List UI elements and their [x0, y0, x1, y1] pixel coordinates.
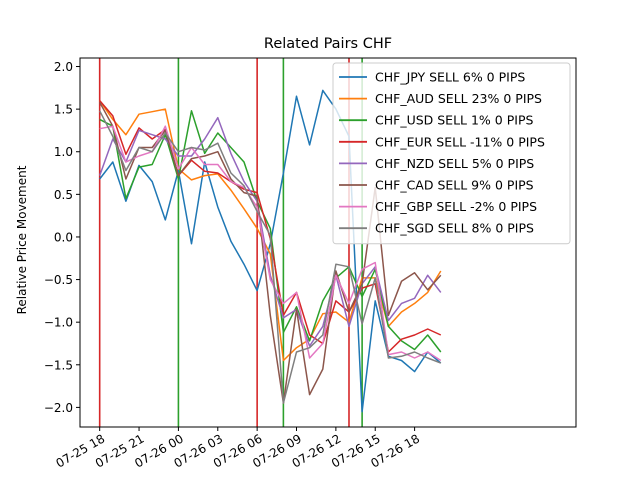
y-tick-label-6: −1.0: [44, 316, 73, 330]
legend-label-4: CHF_NZD SELL 5% 0 PIPS: [375, 156, 534, 171]
legend-label-5: CHF_CAD SELL 9% 0 PIPS: [375, 178, 534, 193]
y-tick-label-0: 2.0: [54, 60, 73, 74]
y-tick-label-3: 0.5: [54, 188, 73, 202]
legend-label-2: CHF_USD SELL 1% 0 PIPS: [375, 113, 533, 128]
legend-label-3: CHF_EUR SELL -11% 0 PIPS: [375, 134, 545, 149]
y-tick-label-2: 1.0: [54, 145, 73, 159]
y-tick-label-4: 0.0: [54, 230, 73, 244]
chart-title: Related Pairs CHF: [264, 36, 392, 52]
legend-label-6: CHF_GBP SELL -2% 0 PIPS: [375, 199, 537, 214]
y-tick-label-8: −2.0: [44, 401, 73, 415]
y-tick-label-7: −1.5: [44, 358, 73, 372]
series-line-6: [99, 125, 442, 362]
series-line-7: [99, 110, 442, 404]
legend-label-1: CHF_AUD SELL 23% 0 PIPS: [375, 91, 542, 106]
y-tick-label-5: −0.5: [44, 273, 73, 287]
series-lines: [98, 89, 442, 413]
legend: CHF_JPY SELL 6% 0 PIPS CHF_AUD SELL 23% 0…: [332, 62, 571, 245]
y-axis: 2.0 1.5 1.0 0.5 0.0 −0.5 −1.0 −1.5 −2.0: [44, 60, 80, 415]
legend-box: [332, 62, 571, 245]
y-axis-label: Relative Price Movement: [15, 165, 29, 314]
legend-label-7: CHF_SGD SELL 8% 0 PIPS: [375, 221, 534, 236]
series-line-2: [99, 110, 442, 353]
plot-frame: [79, 57, 577, 428]
legend-label-0: CHF_JPY SELL 6% 0 PIPS: [375, 70, 525, 85]
y-tick-label-1: 1.5: [54, 103, 73, 117]
series-line-4: [98, 116, 442, 347]
